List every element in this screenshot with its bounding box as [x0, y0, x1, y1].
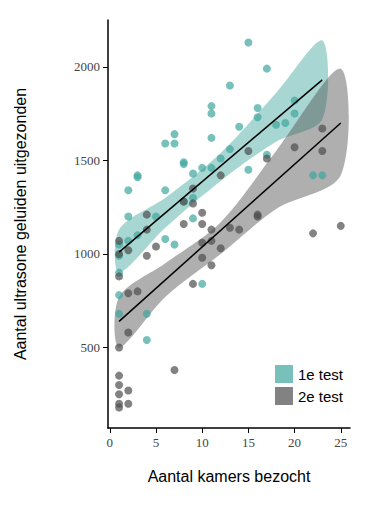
- svg-text:5: 5: [153, 435, 160, 450]
- svg-text:1000: 1000: [74, 246, 100, 261]
- svg-text:15: 15: [242, 435, 255, 450]
- svg-text:1e test: 1e test: [298, 366, 344, 383]
- svg-text:Aantal ultrasone geluiden uitg: Aantal ultrasone geluiden uitgezonden: [12, 88, 29, 360]
- svg-text:20: 20: [288, 435, 301, 450]
- svg-text:10: 10: [196, 435, 209, 450]
- svg-text:1500: 1500: [74, 153, 100, 168]
- svg-text:2e test: 2e test: [298, 388, 344, 405]
- svg-text:500: 500: [81, 340, 101, 355]
- svg-text:25: 25: [334, 435, 347, 450]
- svg-text:0: 0: [107, 435, 114, 450]
- svg-text:2000: 2000: [74, 59, 100, 74]
- svg-text:Aantal kamers bezocht: Aantal kamers bezocht: [148, 468, 311, 485]
